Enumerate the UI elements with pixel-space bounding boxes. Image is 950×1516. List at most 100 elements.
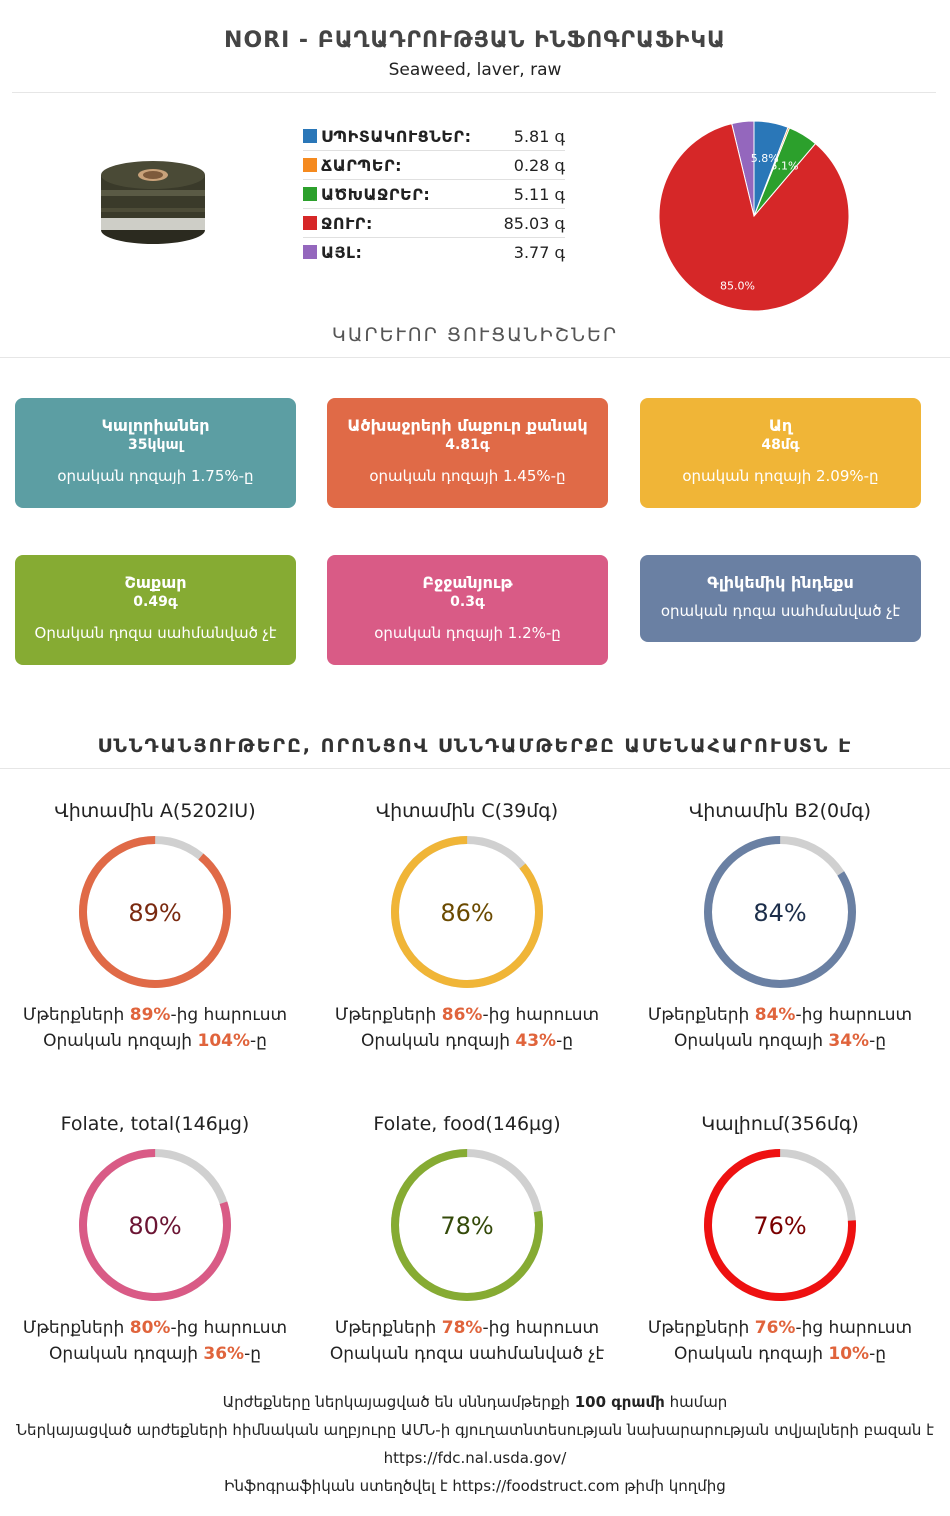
macro-row-fat: ՃԱՐՊԵՐ: 0.28 գ (303, 151, 565, 180)
macro-label: ԱՅԼ: (321, 242, 363, 262)
divider (12, 92, 936, 93)
card-title: Աղ (768, 416, 793, 435)
highlight: 76% (754, 1318, 796, 1338)
highlight: 84% (754, 1005, 796, 1025)
divider (0, 768, 950, 769)
card-note: օրական դոզայի 1.75%-ը (57, 467, 254, 485)
text: Օրական դոզայի (48, 1344, 204, 1364)
gauge-ring: 78% (391, 1149, 543, 1301)
daily-line: Օրական դոզայի 36%-ը (5, 1341, 305, 1367)
macro-row-water: ՋՈՒՐ: 85.03 գ (303, 209, 565, 238)
text: -ից հարուստ (795, 1318, 913, 1338)
card-note: օրական դոզայի 1.45%-ը (369, 467, 566, 485)
text: Արժեքները ներկայացված են սննդամթերքի (222, 1393, 575, 1411)
card-note: օրական դոզայի 2.09%-ը (682, 467, 879, 485)
card-value: 0.3գ (450, 594, 485, 610)
card-value: 48մգ (761, 437, 800, 453)
highlight: 104% (197, 1031, 251, 1051)
card-salt: Աղ 48մգ օրական դոզայի 2.09%-ը (640, 398, 921, 508)
text: -ը (250, 1031, 267, 1051)
card-value: 4.81գ (445, 437, 490, 453)
daily-line: Օրական դոզայի 43%-ը (317, 1028, 617, 1054)
text: համար (664, 1393, 728, 1411)
key-facts-heading: ԿԱՐԵՒՈՐ ՑՈՒՑԱՆԻՇՆԵՐ (331, 324, 619, 346)
gauge-fill (704, 836, 856, 988)
rich-line: Մթերքների 86%-ից հարուստ (317, 1002, 617, 1028)
highlight: 78% (441, 1318, 483, 1338)
text: Օրական դոզայի (673, 1031, 829, 1051)
text: Մթերքների (647, 1318, 755, 1338)
water-swatch (303, 216, 317, 230)
gauge-ring: 84% (704, 836, 856, 988)
other-swatch (303, 245, 317, 259)
nutrient-name: Folate, food(146µg) (373, 1113, 561, 1135)
text: -ից հարուստ (795, 1005, 913, 1025)
macro-pie-chart: 85.0% 5.1%5.8% (658, 120, 850, 312)
page-title: NORI - ԲԱՂԱԴՐՈՒԹՅԱՆ ԻՆՖՈԳՐԱՖԻԿԱ (224, 28, 726, 53)
page-subtitle: Seaweed, laver, raw (388, 60, 562, 80)
nutrient-name: Վիտամին A(5202IU) (54, 800, 256, 822)
card-note: օրական դոզայի 1.2%-ը (374, 624, 561, 642)
text: Մթերքների (334, 1318, 442, 1338)
gauge-percent: 89% (128, 899, 181, 927)
gauge-fill (78, 836, 231, 988)
highlight: 80% (129, 1318, 171, 1338)
highlight: 86% (441, 1005, 483, 1025)
card-title: Ածխաջրերի մաքուր քանակ (347, 416, 588, 435)
card-calories: Կալորիաներ 35կկալ օրական դոզայի 1.75%-ը (15, 398, 296, 508)
nutrient-gauge: Վիտամին B2(0մգ) 84% Մթերքների 84%-ից հար… (630, 800, 930, 1054)
gauge-percent: 84% (753, 899, 806, 927)
card-note: Օրական դոզա սահմանված չէ (34, 624, 277, 642)
nutrient-gauge: Կալիում(356մգ) 76% Մթերքների 76%-ից հարո… (630, 1113, 930, 1367)
daily-line: Օրական դոզայի 104%-ը (5, 1028, 305, 1054)
nutrient-name: Վիտամին C(39մգ) (375, 800, 559, 822)
text: Մթերքների (647, 1005, 755, 1025)
text: -ը (556, 1031, 574, 1051)
rich-line: Մթերքների 89%-ից հարուստ (5, 1002, 305, 1028)
macro-row-other: ԱՅԼ: 3.77 գ (303, 238, 565, 266)
text: -ից հարուստ (482, 1005, 600, 1025)
divider (0, 357, 950, 358)
rich-line: Մթերքների 78%-ից հարուստ (317, 1315, 617, 1341)
text: Օրական դոզա սահմանված չէ (329, 1344, 605, 1364)
macro-row-protein: ՍՊԻՏԱԿՈՒՑՆԵՐ: 5.81 գ (303, 122, 565, 151)
card-fiber: Բջջանյութ 0.3գ օրական դոզայի 1.2%-ը (327, 555, 608, 665)
rich-line: Մթերքների 80%-ից հարուստ (5, 1315, 305, 1341)
macro-label: ԱԾԽԱՋՐԵՐ: (321, 184, 431, 204)
daily-line: Օրական դոզայի 10%-ը (630, 1341, 930, 1367)
highlight: 10% (828, 1344, 870, 1364)
footer-source-link[interactable]: https://fdc.nal.usda.gov/ (383, 1449, 567, 1467)
card-glycemic-index: Գլիկեմիկ ինդեքս օրական դոզա սահմանված չէ (640, 555, 921, 642)
text: Օրական դոզայի (360, 1031, 516, 1051)
gauge-percent: 80% (128, 1212, 181, 1240)
pie-slice (658, 123, 850, 312)
macro-table: ՍՊԻՏԱԿՈՒՑՆԵՐ: 5.81 գ ՃԱՐՊԵՐ: 0.28 գ ԱԾԽԱ… (303, 122, 565, 266)
card-value: 0.49գ (133, 594, 178, 610)
pie-label: 85.0% (720, 279, 755, 292)
card-value: 35կկալ (128, 437, 183, 453)
footer-source: Ներկայացված արժեքների հիմնական աղբյուրը … (16, 1421, 934, 1439)
macro-value: 5.11 գ (513, 184, 565, 204)
macro-label: ՋՈՒՐ: (321, 213, 373, 233)
text: -ից հարուստ (170, 1318, 288, 1338)
nutrient-gauge: Folate, food(146µg) 78% Մթերքների 78%-ից… (317, 1113, 617, 1367)
footer-credit: Ինֆոգրաֆիկան ստեղծվել է https://foodstru… (224, 1477, 726, 1495)
bold-text: 100 գրամի (574, 1393, 665, 1411)
gauge-percent: 86% (440, 899, 493, 927)
gauge-percent: 78% (440, 1212, 493, 1240)
gauge-ring: 86% (391, 836, 543, 988)
highlight: 34% (828, 1031, 870, 1051)
rich-line: Մթերքների 84%-ից հարուստ (630, 1002, 930, 1028)
card-title: Շաքար (124, 573, 187, 592)
nutrient-gauge: Folate, total(146µg) 80% Մթերքների 80%-ի… (5, 1113, 305, 1367)
text: -ից հարուստ (170, 1005, 288, 1025)
product-image (101, 161, 205, 244)
highlight: 36% (203, 1344, 245, 1364)
daily-line: Օրական դոզայի 34%-ը (630, 1028, 930, 1054)
macro-value: 0.28 գ (513, 155, 565, 175)
gauge-ring: 80% (79, 1149, 231, 1301)
gauge-ring: 76% (704, 1149, 856, 1301)
gauge-fill (704, 1149, 856, 1301)
macro-value: 3.77 գ (513, 242, 565, 262)
macro-label: ՍՊԻՏԱԿՈՒՑՆԵՐ: (321, 126, 472, 146)
